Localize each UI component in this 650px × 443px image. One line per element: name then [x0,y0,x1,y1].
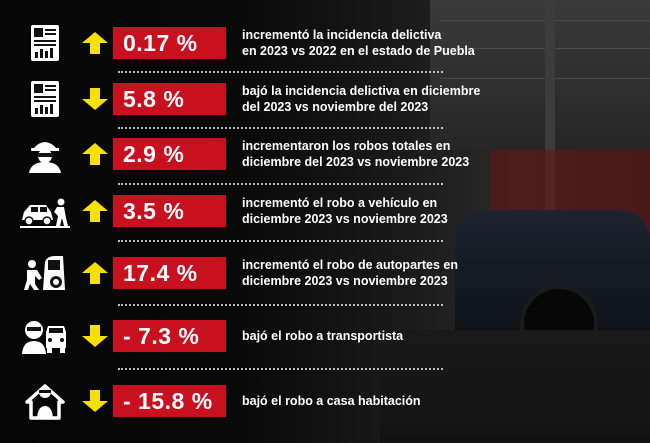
stat-row-robo-transportista: - 7.3 % bajó el robo a transportista [0,316,650,356]
stat-value: 0.17 % [113,27,226,59]
dotted-separator [118,127,443,129]
report-chart-icon [20,79,70,119]
arrow-up-icon [82,262,108,284]
arrow-down-icon [82,390,108,412]
house-theft-icon [20,381,70,421]
report-chart-icon [20,23,70,63]
car-theft-icon [20,191,70,231]
masked-thief-icon [20,134,70,174]
stat-row-robos-totales: 2.9 % incrementaron los robos totales en… [0,134,650,174]
stat-row-robo-autopartes: 17.4 % incrementó el robo de autopartes … [0,253,650,293]
stat-value: - 15.8 % [113,385,226,417]
stat-value: 3.5 % [113,195,226,227]
dotted-separator [118,240,443,242]
dotted-separator [118,71,443,73]
stat-description: bajó el robo a casa habitación [242,394,421,408]
stat-description: incrementó el robo a vehículo en diciemb… [242,196,448,226]
dotted-separator [118,304,443,306]
stat-description: incrementaron los robos totales en dicie… [242,139,470,169]
stat-description: incrementó el robo de autopartes en dici… [242,258,459,288]
dotted-separator [118,183,443,185]
arrow-down-icon [82,88,108,110]
arrow-up-icon [82,200,108,222]
arrow-up-icon [82,143,108,165]
auto-parts-theft-icon [20,253,70,293]
stat-description: bajó la incidencia delictiva en diciembr… [242,84,481,114]
stat-description: incrementó la incidencia delictiva en 20… [242,28,475,58]
dotted-separator [118,368,443,370]
arrow-up-icon [82,32,108,54]
stat-value: 2.9 % [113,138,226,170]
stat-row-incidencia-mensual: 5.8 % bajó la incidencia delictiva en di… [0,79,650,119]
stat-description: bajó el robo a transportista [242,329,404,343]
arrow-down-icon [82,325,108,347]
stat-row-robo-vehiculo: 3.5 % incrementó el robo a vehículo en d… [0,191,650,231]
stat-row-robo-casa: - 15.8 % bajó el robo a casa habitación [0,381,650,421]
stat-row-incidencia-anual: 0.17 % incrementó la incidencia delictiv… [0,23,650,63]
stat-value: - 7.3 % [113,320,226,352]
stat-value: 5.8 % [113,83,226,115]
truck-robber-icon [20,316,70,356]
stat-value: 17.4 % [113,257,226,289]
